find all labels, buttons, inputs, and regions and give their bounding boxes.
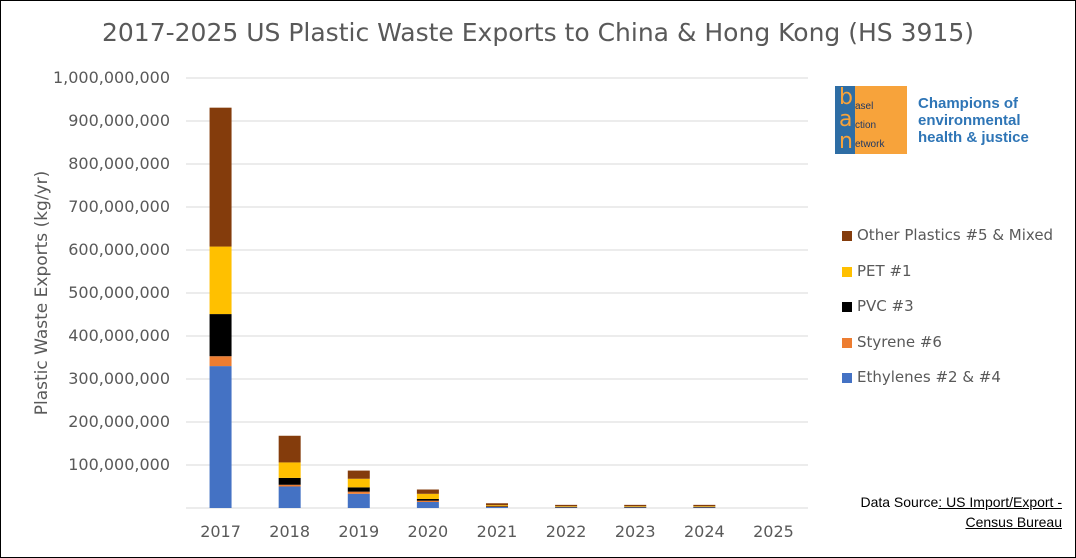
bar-segment-2020-series-4 [416, 489, 439, 494]
bar-segment-2022-series-4 [555, 504, 578, 507]
x-tick-label: 2018 [269, 522, 311, 541]
y-tick-label: 400,000,000 [68, 326, 170, 345]
data-source-link[interactable]: : US Import/Export - Census Bureau [938, 494, 1062, 530]
y-tick-label: 200,000,000 [68, 412, 170, 431]
x-tick-label: 2020 [407, 522, 449, 541]
y-tick-label: 600,000,000 [68, 240, 170, 259]
bar-segment-2018-series-0 [278, 486, 301, 508]
x-tick-label: 2025 [753, 522, 794, 541]
bar-segment-2018-series-2 [278, 477, 301, 485]
bar-segment-2024-series-0 [693, 507, 716, 508]
logo-word-action: ction [855, 120, 876, 131]
bar-segment-2021-series-3 [486, 505, 508, 507]
bar-segment-2023-series-3 [624, 506, 647, 507]
legend-label: PET #1 [857, 261, 912, 280]
bar-segment-2017-series-1 [209, 356, 232, 367]
bar-segment-2018-series-3 [278, 462, 301, 478]
legend-swatch [842, 337, 852, 348]
bar-segment-2020-series-1 [416, 500, 439, 502]
ban-logo: b a n asel ction etwork [835, 85, 907, 154]
legend-label: Styrene #6 [857, 332, 942, 351]
y-tick-label: 1,000,000,000 [52, 68, 170, 87]
bar-segment-2020-series-0 [416, 501, 439, 508]
bar-segment-2020-series-2 [416, 498, 439, 501]
logo-word-basel: asel [855, 101, 873, 112]
y-tick-label: 900,000,000 [68, 111, 170, 130]
legend-swatch [842, 231, 852, 241]
bar-segment-2021-series-4 [486, 503, 508, 506]
x-tick-label: 2023 [614, 522, 656, 541]
y-tick-label: 300,000,000 [68, 369, 170, 388]
logo-tagline: Champions of environmental health & just… [918, 95, 1029, 146]
legend-label: PVC #3 [857, 297, 914, 315]
chart-title: 2017-2025 US Plastic Waste Exports to Ch… [102, 18, 974, 47]
y-tick-label: 100,000,000 [68, 455, 170, 474]
bar-segment-2017-series-2 [209, 314, 232, 357]
x-tick-label: 2017 [200, 522, 241, 541]
data-source-note: Data Source: US Import/Export - Census B… [836, 492, 1062, 532]
bar-segment-2018-series-4 [278, 435, 301, 463]
logo-letter-n: n [839, 129, 853, 154]
bar-segment-2017-series-3 [209, 246, 232, 315]
bar-segment-2022-series-0 [555, 507, 578, 508]
x-tick-label: 2024 [683, 522, 725, 541]
bar-segment-2024-series-4 [693, 504, 716, 507]
bar-segment-2017-series-0 [209, 366, 232, 508]
logo-blue-bar [835, 86, 855, 154]
x-tick-label: 2019 [338, 522, 380, 541]
logo-letter-b: b [839, 86, 853, 110]
legend-swatch [842, 373, 852, 383]
bar-segment-2021-series-0 [486, 506, 508, 508]
bar-segment-2022-series-2 [555, 506, 578, 508]
bar-segment-2019-series-0 [347, 493, 370, 508]
bar-segment-2024-series-2 [693, 506, 716, 508]
legend-swatch [842, 266, 852, 277]
data-source-prefix: Data Source [860, 494, 939, 510]
legend-label: Ethylenes #2 & #4 [857, 368, 1001, 386]
bar-segment-2017-series-4 [209, 107, 232, 247]
logo-word-network: etwork [855, 139, 885, 150]
bar-segment-2019-series-4 [347, 470, 370, 479]
y-tick-label: 500,000,000 [68, 283, 170, 302]
legend-swatch [842, 302, 852, 312]
y-tick-label: 800,000,000 [68, 154, 170, 173]
bar-segment-2019-series-2 [347, 487, 370, 492]
bar-segment-2023-series-4 [624, 504, 647, 507]
legend-label: Other Plastics #5 & Mixed [857, 226, 1054, 244]
y-tick-label: 700,000,000 [68, 197, 170, 216]
bar-segment-2019-series-3 [347, 478, 370, 488]
bar-segment-2018-series-1 [278, 484, 301, 487]
y-axis-label: Plastic Waste Exports (kg/yr) [32, 170, 52, 416]
bar-segment-2019-series-1 [347, 491, 370, 494]
logo-letter-a: a [839, 107, 852, 132]
bar-segment-2021-series-2 [486, 506, 508, 507]
bar-segment-2020-series-3 [416, 493, 439, 499]
bar-segment-2023-series-0 [624, 507, 647, 508]
bar-segment-2023-series-2 [624, 506, 647, 508]
x-tick-label: 2021 [476, 522, 518, 541]
bar-segment-2022-series-3 [555, 506, 578, 507]
bar-segment-2024-series-3 [693, 506, 716, 507]
x-tick-label: 2022 [545, 522, 587, 541]
bar-segment-2021-series-1 [486, 506, 508, 507]
